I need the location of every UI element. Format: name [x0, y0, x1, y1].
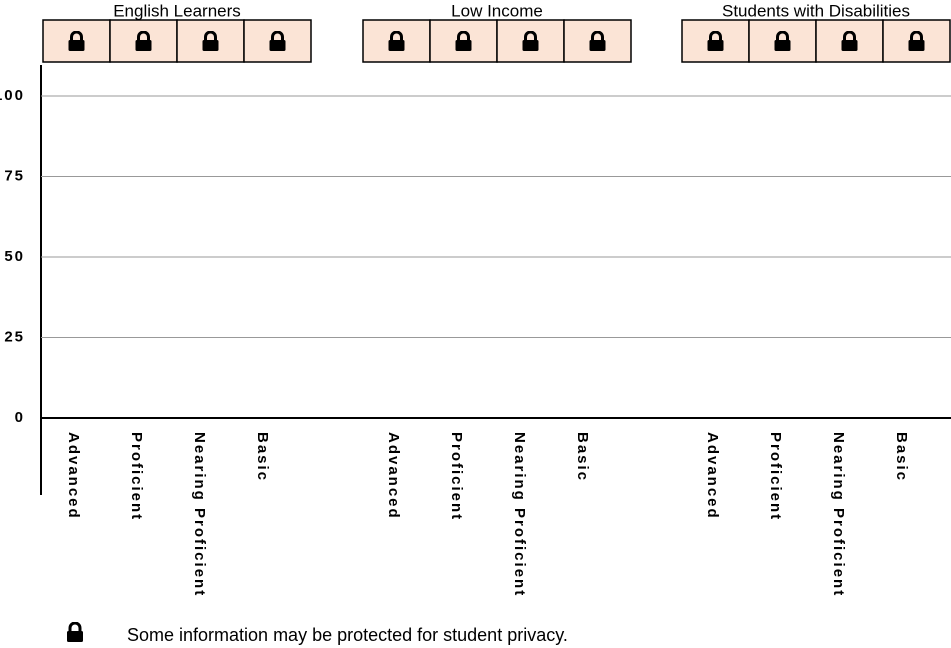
x-tick-label: Advanced	[65, 432, 82, 520]
x-tick-label: Proficient	[448, 432, 465, 521]
x-tick-label: Advanced	[704, 432, 721, 520]
x-tick-label: Nearing Proficient	[830, 432, 847, 597]
footnote: Some information may be protected for st…	[127, 625, 568, 645]
lock-icon	[65, 622, 85, 642]
group-label: Low Income	[451, 1, 543, 20]
x-tick-label: Advanced	[385, 432, 402, 520]
x-tick-label: Nearing Proficient	[191, 432, 208, 597]
y-tick-label: 0	[15, 409, 25, 426]
x-tick-label: Basic	[893, 432, 910, 482]
x-tick-label: Proficient	[128, 432, 145, 521]
y-tick-label: 75	[4, 167, 25, 184]
x-tick-label: Basic	[574, 432, 591, 482]
x-tick-label: Proficient	[767, 432, 784, 521]
group-label: Students with Disabilities	[722, 1, 910, 20]
locked-cell	[882, 19, 951, 63]
x-tick-label: Basic	[254, 432, 271, 482]
x-tick-label: Nearing Proficient	[511, 432, 528, 597]
y-tick-label: 50	[4, 248, 25, 265]
y-tick-label: 100	[0, 87, 25, 104]
group-label: English Learners	[113, 1, 241, 20]
y-tick-label: 25	[4, 328, 25, 345]
locked-cell	[42, 19, 111, 63]
